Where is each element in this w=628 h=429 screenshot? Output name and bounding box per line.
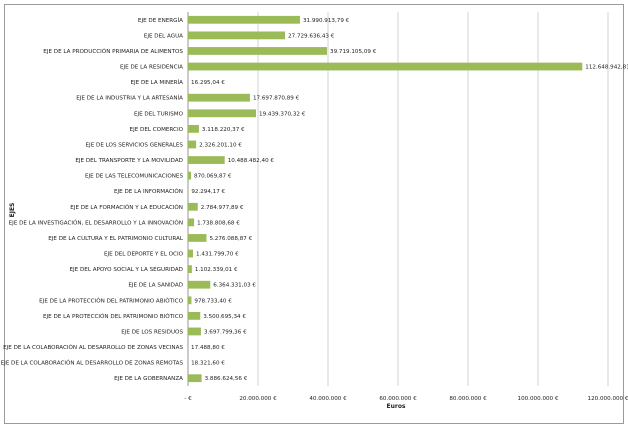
bar [188, 171, 192, 180]
data-label: 10.488.482,40 € [228, 158, 275, 164]
y-axis-label: EJES [9, 203, 16, 218]
category-label: EJE DE LA INVESTIGACIÓN, EL DESARROLLO Y… [9, 219, 183, 226]
category-label: EJE DEL DEPORTE Y EL OCIO [104, 252, 184, 258]
data-label: 3.500.695,34 € [203, 314, 246, 320]
bar [188, 249, 194, 258]
category-label: EJE DE LA PRODUCCIÓN PRIMARIA DE ALIMENT… [43, 48, 183, 55]
x-tick-label: 120.000.000 € [588, 396, 628, 402]
category-label: EJE DE LA FORMACIÓN Y LA EDUCACIÓN [70, 204, 183, 211]
bar [188, 93, 250, 102]
bars [188, 15, 583, 383]
data-label: 6.364.331,03 € [213, 283, 256, 289]
data-label: 27.729.636,43 € [288, 33, 335, 39]
data-label: 17.488,80 € [191, 345, 225, 351]
data-label: 1.431.799,70 € [196, 252, 239, 258]
bar [188, 109, 257, 118]
category-label: EJE DEL TURISMO [134, 111, 184, 117]
data-label: 1.738.808,68 € [197, 220, 240, 226]
data-label: 870.069,87 € [194, 174, 232, 180]
bar [188, 62, 583, 71]
data-label: 2.784.977,89 € [201, 205, 244, 211]
category-label: EJE DE LA RESIDENCIA [120, 65, 183, 71]
data-label: 39.719.105,09 € [330, 49, 377, 55]
data-label: 3.118.220,37 € [202, 127, 245, 133]
chart-frame [4, 4, 624, 424]
data-label: 18.321,60 € [191, 361, 225, 367]
category-label: EJE DE LA COLABORACIÓN AL DESARROLLO DE … [3, 344, 183, 351]
category-label: EJE DE LA INFORMACIÓN [114, 188, 183, 195]
category-label: EJE DEL AGUA [144, 33, 183, 39]
x-tick-label: 40.000.000 € [309, 396, 347, 402]
x-tick-labels: - € 20.000.000 € 40.000.000 € 60.000.000 € 8… [184, 396, 628, 402]
category-label: EJE DE LA INDUSTRIA Y LA ARTESANÍA [76, 95, 183, 102]
data-label: 16.295,04 € [191, 80, 225, 86]
bar [188, 265, 192, 274]
bar [188, 374, 202, 383]
bar [188, 156, 225, 164]
bar [188, 327, 201, 336]
data-label: 978.733,40 € [194, 298, 232, 304]
data-label: 112.648.942,81 € [585, 65, 628, 71]
data-label: 19.439.370,32 € [259, 111, 306, 117]
category-label: EJE DEL COMERCIO [130, 127, 184, 133]
category-label: EJE DE LOS RESIDUOS [121, 329, 183, 335]
bar [188, 311, 201, 320]
category-label: EJE DE LA PROTECCIÓN DEL PATRIMONIO ABIÓ… [39, 297, 183, 304]
category-label: EJE DE LA SANIDAD [128, 283, 183, 289]
bar [188, 202, 198, 211]
bar [188, 31, 286, 40]
bar [188, 296, 192, 305]
data-labels: 31.990.913,79 € 27.729.636,43 € 39.719.105… [191, 18, 628, 382]
data-label: 3.886.624,56 € [205, 376, 248, 382]
data-label: 17.697.870,89 € [253, 96, 300, 102]
category-label: EJE DEL APOYO SOCIAL Y LA SEGURIDAD [70, 267, 184, 273]
bar [188, 280, 211, 289]
category-label: EJE DE LA COLABORACIÓN AL DESARROLLO DE … [1, 360, 184, 367]
bar [188, 15, 300, 24]
category-label: EJE DEL TRANSPORTE Y LA MOVILIDAD [75, 158, 183, 164]
category-label: EJE DE ENERGÍA [138, 17, 183, 24]
data-label: 2.326.201,10 € [199, 142, 242, 148]
bar [188, 124, 199, 133]
data-label: 31.990.913,79 € [303, 18, 350, 24]
x-tick-label: - € [184, 396, 192, 402]
bar [188, 47, 328, 55]
category-label: EJE DE LOS SERVICIOS GENERALES [86, 142, 184, 148]
x-tick-label: 20.000.000 € [239, 396, 277, 402]
category-label: EJE DE LA MINERÍA [130, 79, 183, 86]
category-label: EJE DE LA PROTECCIÓN DEL PATRIMONIO BIÓT… [43, 313, 184, 320]
x-axis-label: Euros [386, 403, 405, 410]
bar [188, 140, 197, 149]
data-label: 1.102.339,01 € [195, 267, 238, 273]
data-label: 5.276.088,87 € [209, 236, 252, 242]
x-tick-label: 60.000.000 € [379, 396, 417, 402]
data-label: 3.697.799,36 € [204, 329, 247, 335]
category-labels: EJE DE ENERGÍA EJE DEL AGUA EJE DE LA PROD… [1, 17, 184, 382]
bar [188, 234, 207, 242]
x-tick-label: 80.000.000 € [449, 396, 487, 402]
data-label: 92.294,17 € [191, 189, 225, 195]
category-label: EJE DE LA GOBERNANZA [114, 376, 183, 382]
gridlines [187, 12, 609, 386]
bar [188, 218, 195, 227]
x-tick-label: 100.000.000 € [518, 396, 559, 402]
category-label: EJE DE LAS TELECOMUNICACIONES [85, 174, 183, 180]
category-label: EJE DE LA CULTURA Y EL PATRIMONIO CULTUR… [48, 236, 184, 242]
